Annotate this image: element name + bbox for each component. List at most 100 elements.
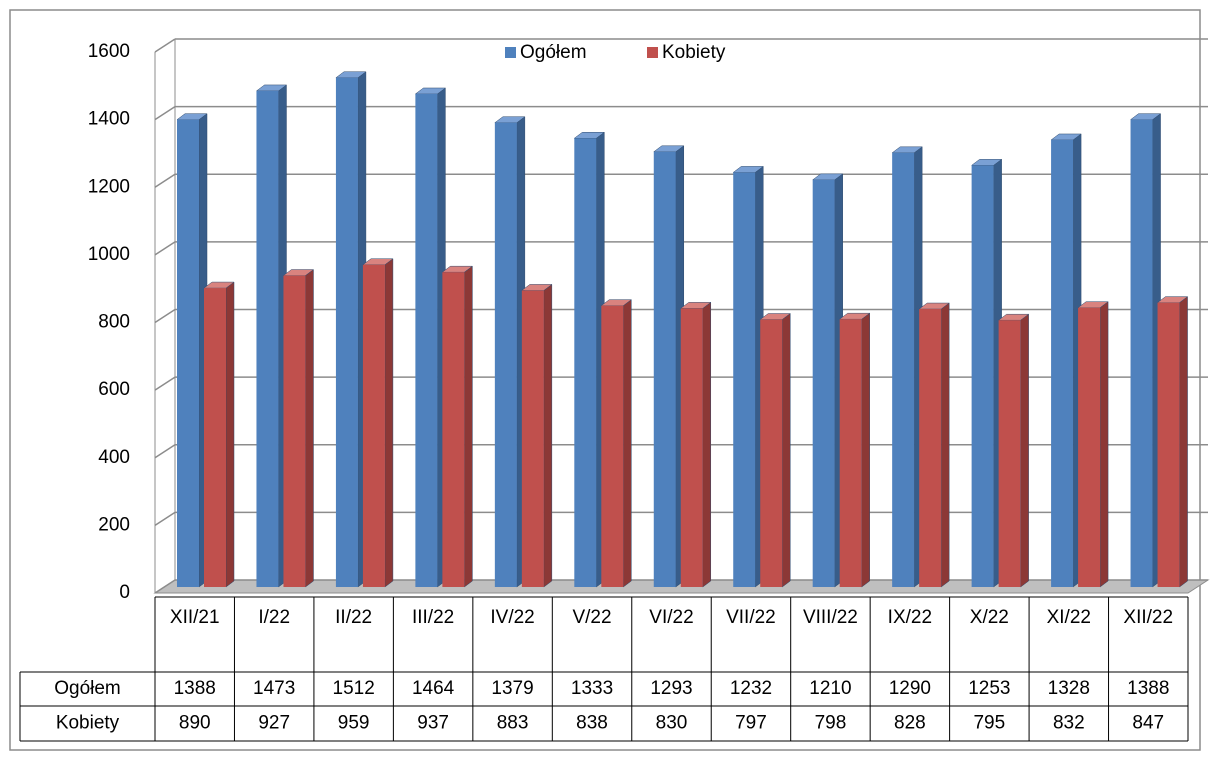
table-value: 832: [1053, 713, 1085, 734]
grid-line: [154, 241, 176, 256]
bar-front: [812, 179, 835, 587]
bar: [1156, 296, 1189, 588]
grid-line: [154, 444, 176, 459]
bar: [1050, 133, 1082, 588]
category-cell: IX/22: [888, 607, 932, 628]
category-cell: IV/22: [490, 607, 535, 628]
category-cell: I/22: [258, 607, 291, 628]
bar-front: [971, 165, 994, 587]
y-tick-label: 600: [98, 379, 130, 400]
table-value: 937: [417, 713, 449, 734]
bar-front: [1051, 139, 1074, 587]
table-value: 1253: [968, 678, 1010, 699]
bar-front: [415, 93, 438, 588]
bar-front: [1078, 307, 1101, 587]
bar: [811, 173, 844, 588]
bar: [1077, 301, 1109, 588]
grid-line: [154, 173, 176, 188]
table-value: 1473: [253, 678, 295, 699]
bar-side: [384, 258, 394, 588]
table-value: 795: [973, 713, 1005, 734]
x-tick-label: VII/22: [726, 607, 776, 628]
legend-swatch: [647, 47, 658, 58]
bar-front: [1157, 302, 1180, 587]
bar: [521, 283, 553, 588]
legend-label: Kobiety: [662, 42, 726, 63]
x-tick-label: II/22: [335, 607, 373, 628]
bar: [414, 87, 447, 588]
bar-side: [861, 312, 870, 588]
bar: [282, 269, 315, 588]
table-value: 830: [656, 713, 688, 734]
bar: [494, 116, 526, 588]
x-tick-label: III/22: [411, 607, 455, 628]
table-value: 1328: [1048, 678, 1090, 699]
bar-front: [521, 290, 544, 587]
bar-front: [998, 320, 1021, 587]
bar: [680, 301, 712, 588]
bar-front: [733, 172, 756, 587]
bar: [891, 146, 923, 588]
category-cell: III/22: [411, 607, 455, 628]
table-value: 959: [338, 713, 370, 734]
table-value: 1210: [809, 678, 851, 699]
bar-front: [653, 151, 676, 587]
table-value: 890: [179, 713, 211, 734]
table-value: 838: [576, 713, 608, 734]
category-cell: II/22: [335, 607, 373, 628]
x-tick-label: V/22: [572, 607, 612, 628]
table-value: 1232: [730, 678, 772, 699]
table-value: 1290: [889, 678, 931, 699]
bar: [918, 302, 950, 588]
bar-side: [1020, 313, 1029, 588]
bar: [176, 113, 208, 588]
bar-front: [839, 319, 862, 587]
bar-side: [225, 281, 235, 588]
bar-front: [494, 122, 517, 588]
bar: [1129, 113, 1162, 588]
y-tick-label: 200: [98, 514, 130, 535]
bar-front: [204, 288, 226, 587]
table-value: 1293: [650, 678, 692, 699]
grid-line: [154, 308, 176, 324]
legend-swatch: [505, 47, 516, 58]
y-tick-label: 800: [98, 312, 130, 333]
table-row-header: Kobiety: [56, 713, 120, 734]
bar: [759, 313, 791, 588]
bar: [970, 158, 1003, 588]
bar-side: [623, 299, 632, 588]
table-value: 797: [735, 713, 767, 734]
table-value: 798: [815, 713, 847, 734]
bar-front: [680, 308, 703, 587]
x-tick-label: I/22: [258, 607, 291, 628]
category-cell: X/22: [969, 607, 1009, 628]
bar-front: [256, 90, 279, 588]
bar: [838, 312, 871, 588]
bar-front: [574, 138, 597, 588]
bar-front: [760, 319, 783, 587]
grid-line: [154, 105, 176, 121]
table-value: 1512: [333, 678, 375, 699]
category-cell: XII/22: [1123, 607, 1173, 628]
bar-side: [702, 301, 712, 588]
x-tick-label: VIII/22: [802, 607, 858, 628]
y-tick-label: 0: [119, 582, 130, 603]
bar-side: [1099, 301, 1109, 588]
x-tick-label: XII/21: [169, 607, 220, 628]
bar-side: [543, 283, 553, 588]
bar: [362, 258, 394, 588]
x-tick-label: X/22: [969, 607, 1009, 628]
table-value: 1379: [491, 678, 533, 699]
x-tick-label: IV/22: [490, 607, 535, 628]
bar-front: [1130, 119, 1153, 588]
table-value: 1464: [412, 678, 455, 699]
bar: [203, 281, 235, 588]
bar-front: [283, 275, 306, 587]
category-cell: XI/22: [1047, 607, 1091, 628]
category-cell: VIII/22: [802, 607, 858, 628]
bar-front: [442, 272, 465, 587]
bar: [573, 131, 606, 588]
y-tick-label: 1200: [88, 176, 130, 197]
table-value: 1333: [571, 678, 613, 699]
